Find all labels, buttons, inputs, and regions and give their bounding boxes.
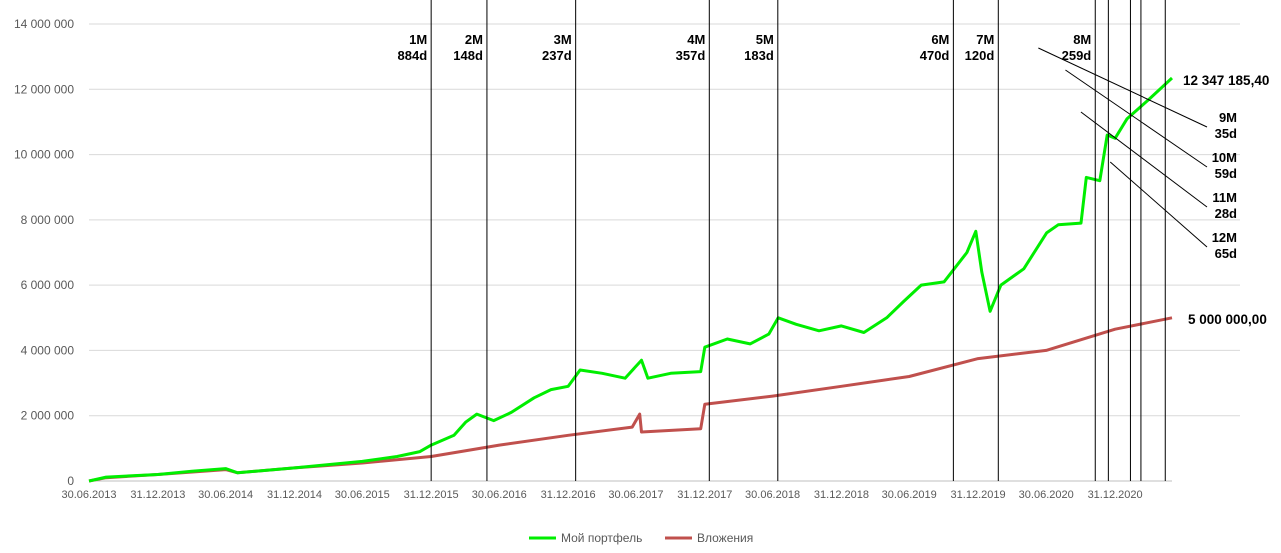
milestone-markers: 1M884d2M148d3M237d4M357d5M183d6M470d7M12… bbox=[398, 0, 1237, 481]
x-tick-label: 30.06.2015 bbox=[335, 489, 390, 501]
x-axis-ticks: 30.06.2013 31.12.2013 30.06.2014 31.12.2014… bbox=[61, 489, 1142, 501]
milestone-label: 5M bbox=[756, 32, 774, 47]
milestone-label: 6M bbox=[931, 32, 949, 47]
y-tick-label: 0 bbox=[67, 474, 74, 488]
milestone-label: 7M bbox=[976, 32, 994, 47]
milestone-label: 11M bbox=[1212, 190, 1237, 205]
milestone-leader-line bbox=[1080, 111, 1208, 208]
y-tick-label: 12 000 000 bbox=[14, 82, 74, 96]
milestone-leader-line bbox=[1065, 69, 1208, 168]
x-tick-label: 31.12.2013 bbox=[130, 489, 185, 501]
x-tick-label: 31.12.2015 bbox=[404, 489, 459, 501]
milestone-label: 10M bbox=[1212, 150, 1237, 165]
milestone-label: 8M bbox=[1073, 32, 1091, 47]
milestone-days-label: 183d bbox=[744, 48, 774, 63]
x-tick-label: 30.06.2017 bbox=[608, 489, 663, 501]
milestone-days-label: 884d bbox=[398, 48, 428, 63]
milestone-days-label: 65d bbox=[1215, 246, 1237, 261]
y-tick-label: 4 000 000 bbox=[21, 343, 75, 357]
milestone-days-label: 259d bbox=[1062, 48, 1092, 63]
milestone-days-label: 357d bbox=[676, 48, 706, 63]
portfolio-line bbox=[88, 76, 1174, 483]
y-tick-label: 8 000 000 bbox=[21, 213, 75, 227]
milestone-label: 2M bbox=[465, 32, 483, 47]
milestone-label: 9M bbox=[1219, 110, 1237, 125]
x-tick-label: 30.06.2019 bbox=[882, 489, 937, 501]
milestone-leader-line bbox=[1109, 161, 1208, 248]
x-tick-label: 30.06.2013 bbox=[61, 489, 116, 501]
milestone-days-label: 59d bbox=[1215, 166, 1237, 181]
x-tick-label: 30.06.2018 bbox=[745, 489, 800, 501]
x-tick-label: 30.06.2016 bbox=[472, 489, 527, 501]
legend-label-portfolio: Мой портфель bbox=[561, 531, 642, 545]
milestone-label: 1M bbox=[409, 32, 427, 47]
milestone-label: 12M bbox=[1212, 230, 1237, 245]
milestone-label: 4M bbox=[687, 32, 705, 47]
milestone-days-label: 120d bbox=[965, 48, 995, 63]
y-tick-label: 10 000 000 bbox=[14, 148, 74, 162]
x-tick-label: 31.12.2020 bbox=[1088, 489, 1143, 501]
x-tick-label: 31.12.2019 bbox=[951, 489, 1006, 501]
x-tick-label: 31.12.2018 bbox=[814, 489, 869, 501]
milestone-leader-line bbox=[1038, 47, 1208, 128]
investments-end-label: 5 000 000,00 bbox=[1188, 312, 1267, 327]
milestone-days-label: 237d bbox=[542, 48, 572, 63]
legend: Мой портфель Вложения bbox=[529, 531, 753, 545]
y-tick-label: 2 000 000 bbox=[21, 409, 75, 423]
portfolio-end-label: 12 347 185,40 bbox=[1183, 73, 1269, 88]
end-labels: 12 347 185,40 5 000 000,00 bbox=[1183, 73, 1269, 327]
gridlines bbox=[89, 23, 1240, 417]
x-tick-label: 31.12.2016 bbox=[541, 489, 596, 501]
y-tick-label: 14 000 000 bbox=[14, 17, 74, 31]
investments-line bbox=[88, 316, 1173, 483]
milestone-days-label: 470d bbox=[920, 48, 950, 63]
y-tick-label: 6 000 000 bbox=[21, 278, 75, 292]
x-tick-label: 30.06.2020 bbox=[1019, 489, 1074, 501]
milestone-days-label: 35d bbox=[1215, 126, 1237, 141]
x-tick-label: 31.12.2017 bbox=[677, 489, 732, 501]
legend-label-investments: Вложения bbox=[697, 531, 753, 545]
milestone-days-label: 28d bbox=[1215, 206, 1237, 221]
series-lines bbox=[88, 76, 1174, 483]
milestone-label: 3M bbox=[554, 32, 572, 47]
milestone-days-label: 148d bbox=[453, 48, 483, 63]
x-tick-label: 31.12.2014 bbox=[267, 489, 322, 501]
x-tick-label: 30.06.2014 bbox=[198, 489, 253, 501]
y-axis-ticks: 0 2 000 000 4 000 000 6 000 000 8 000 000 10 … bbox=[14, 17, 74, 488]
